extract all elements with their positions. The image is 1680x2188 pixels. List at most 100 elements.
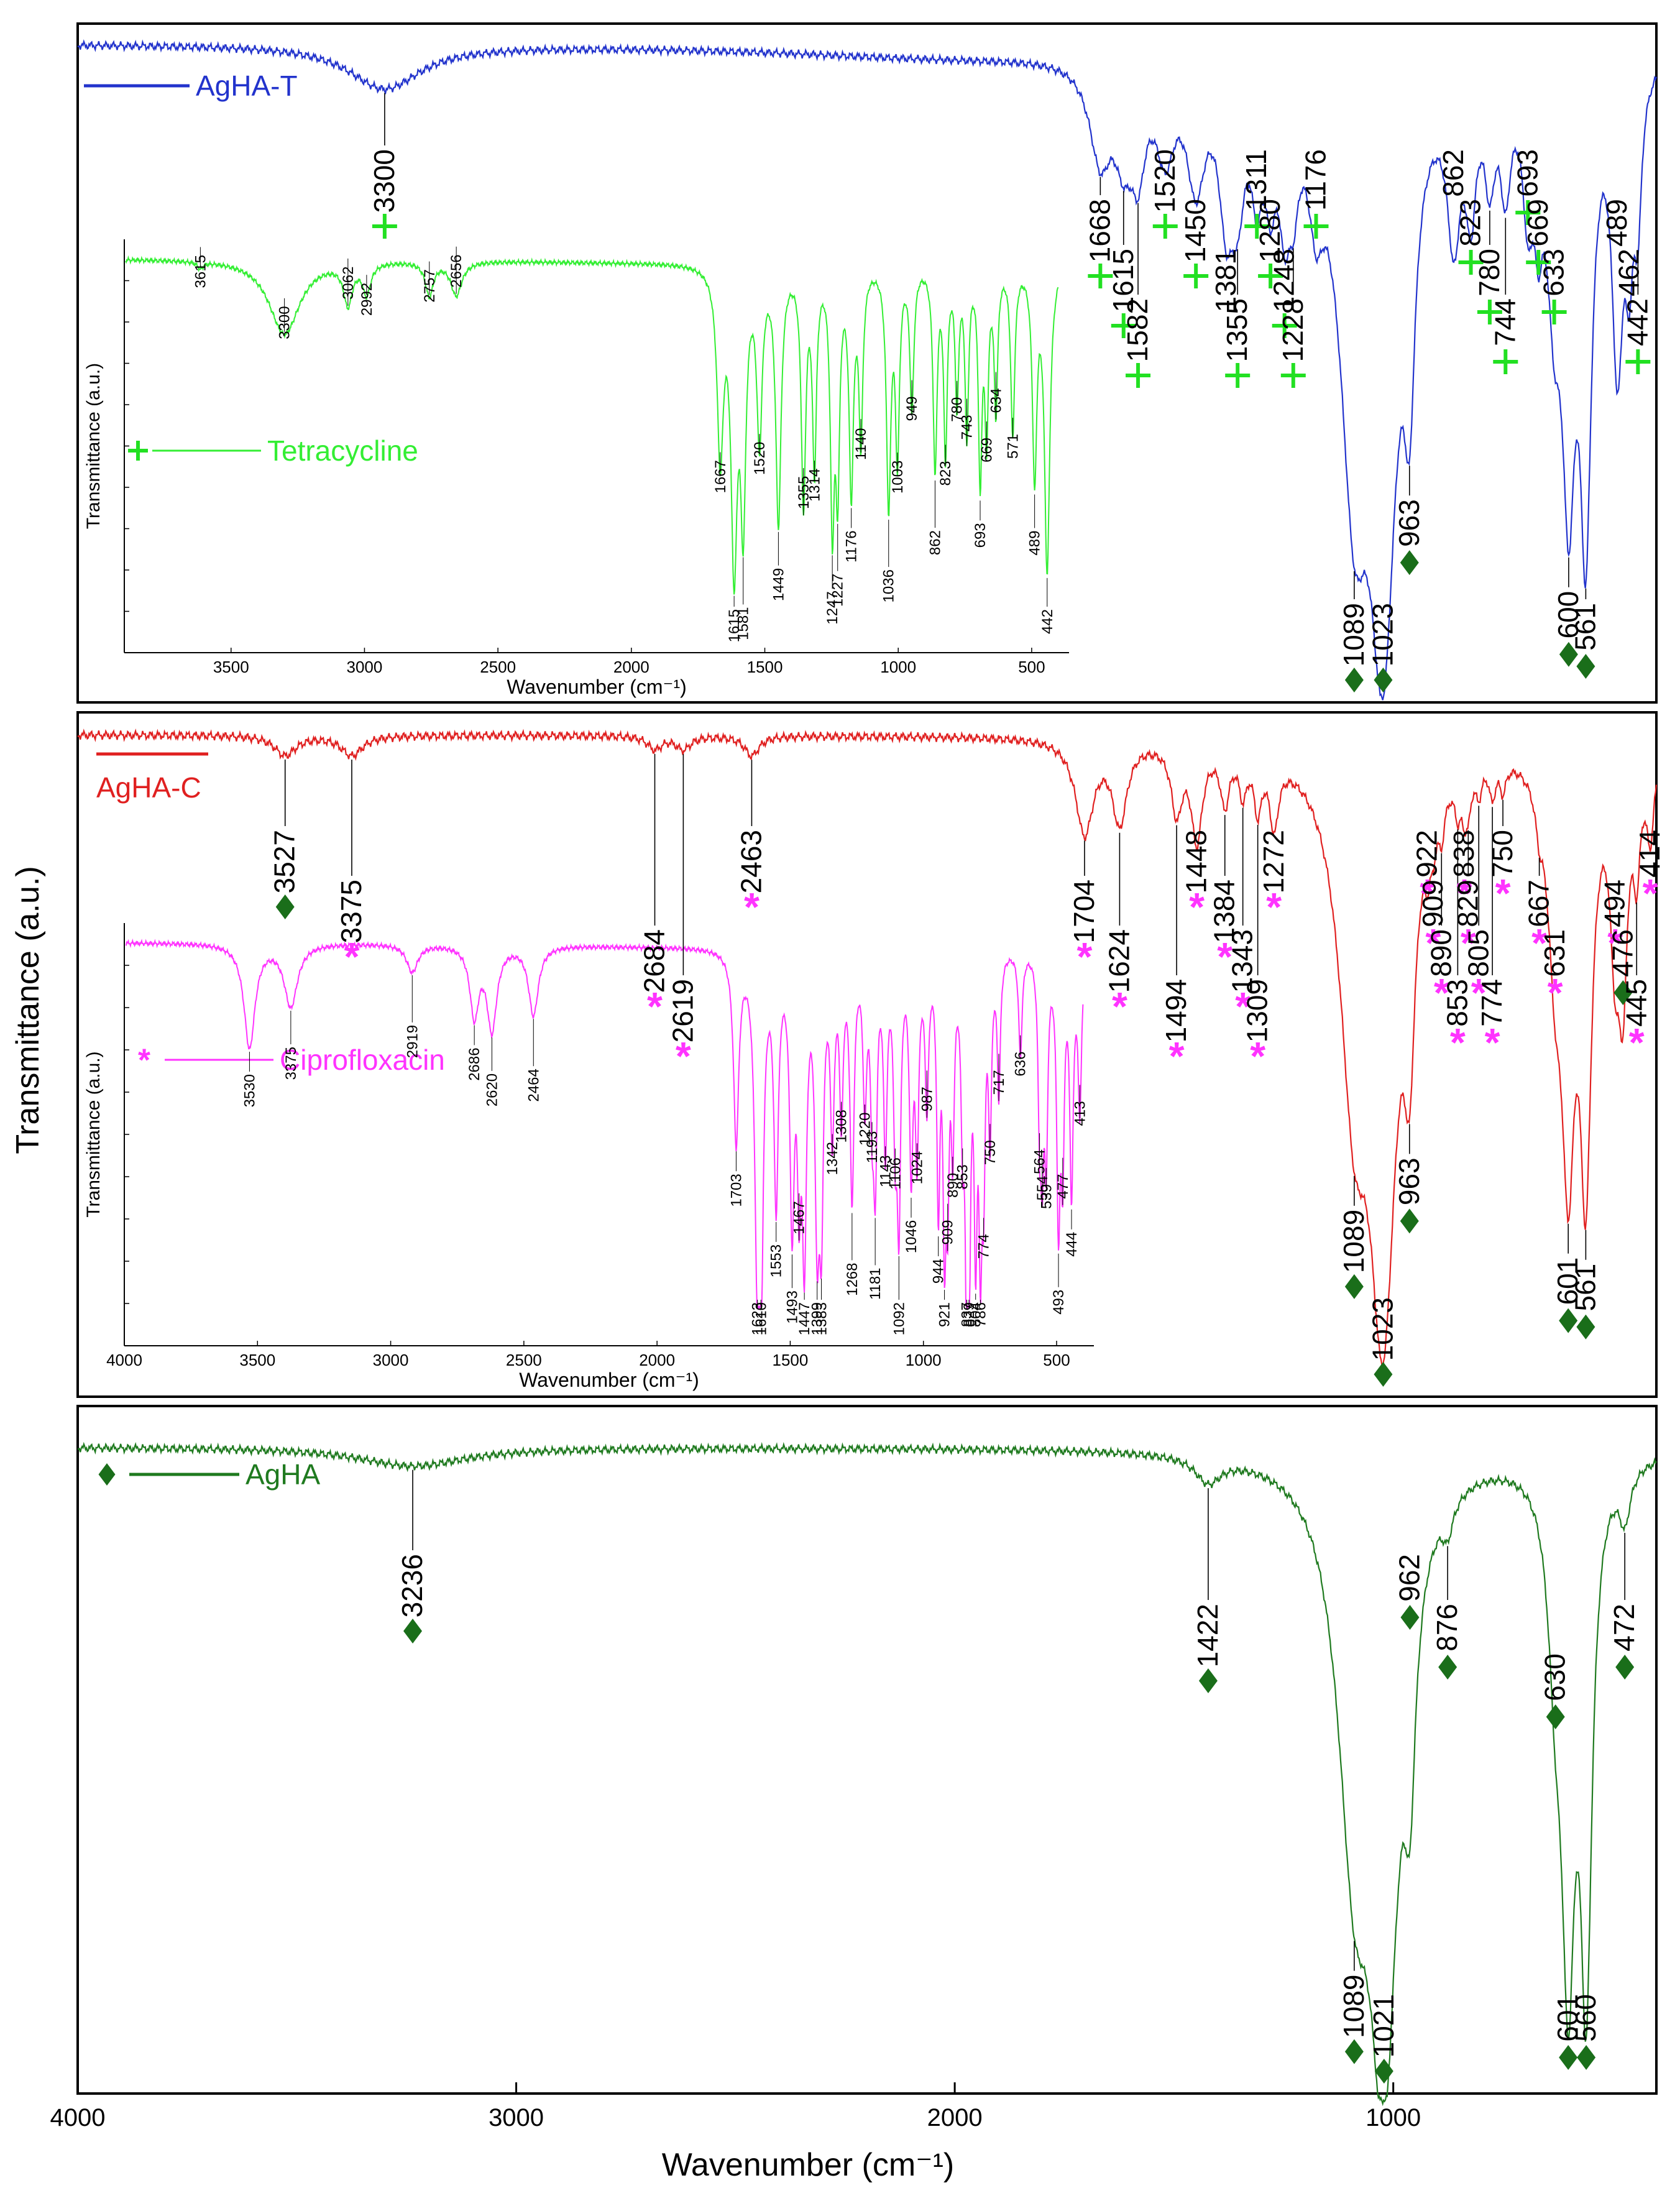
peak-marker-agha-c-476	[1613, 980, 1633, 1005]
inset-peak-label-0-571: 571	[1004, 434, 1021, 459]
peak-label-agha-1021: 1021	[1367, 1994, 1400, 2057]
peak-label-agha-560: 560	[1569, 1994, 1602, 2042]
inset-peak-label-1-3375: 3375	[283, 1047, 300, 1080]
inset-peak-label-0-3300: 3300	[277, 306, 293, 339]
peak-marker-agha-c-805: *	[1471, 970, 1487, 1015]
peak-label-agha-c-631: 631	[1538, 929, 1571, 977]
x-tick-label-1000: 1000	[1366, 2104, 1421, 2131]
peak-label-agha-t-633: 633	[1538, 249, 1570, 296]
inset-peak-label-1-1342: 1342	[824, 1142, 841, 1175]
inset-peak-label-0-3615: 3615	[192, 255, 209, 288]
inset-peak-label-1-786: 786	[972, 1302, 989, 1327]
peak-label-agha-t-1355: 1355	[1221, 298, 1253, 362]
peak-label-agha-c-561: 561	[1569, 1264, 1601, 1312]
peak-label-agha-t-1228: 1228	[1277, 298, 1309, 362]
inset-peak-label-0-3062: 3062	[340, 267, 357, 300]
peak-label-agha-t-3300: 3300	[368, 149, 400, 213]
peak-marker-agha-c-853: *	[1450, 1020, 1466, 1065]
peak-marker-agha-c-909: *	[1425, 921, 1441, 965]
inset-peak-label-0-1140: 1140	[853, 428, 870, 461]
spectrum-agha-c	[77, 729, 1658, 1368]
peak-label-agha-c-601: 601	[1551, 1257, 1584, 1305]
peak-marker-agha-t-561	[1576, 654, 1595, 679]
inset-peak-label-1-987: 987	[919, 1087, 935, 1111]
peak-label-agha-t-1582: 1582	[1121, 298, 1154, 362]
peak-label-agha-c-774: 774	[1476, 979, 1508, 1027]
peak-marker-agha-630	[1546, 1704, 1565, 1729]
legend-label-2: AgHA	[246, 1458, 320, 1491]
inset-peak-label-1-636: 636	[1012, 1052, 1029, 1077]
peak-label-agha-t-1381: 1381	[1210, 249, 1242, 312]
figure-x-axis-label: Wavenumber (cm⁻¹)	[662, 2147, 954, 2183]
inset-y-label-1: Transmittance (a.u.)	[83, 1051, 104, 1217]
inset-peak-label-1-1553: 1553	[768, 1244, 785, 1277]
peak-label-agha-t-1089: 1089	[1338, 603, 1370, 666]
inset-peak-label-1-444: 444	[1063, 1232, 1080, 1257]
peak-marker-agha-1089	[1344, 2039, 1364, 2064]
peak-label-agha-t-1280: 1280	[1254, 199, 1286, 262]
peak-label-agha-t-1450: 1450	[1179, 199, 1211, 262]
inset-xtick-label-0-3000: 3000	[347, 658, 383, 676]
peak-label-agha-3236: 3236	[396, 1554, 428, 1617]
peak-label-agha-472: 472	[1608, 1604, 1640, 1652]
inset-peak-label-1-717: 717	[991, 1070, 1008, 1095]
peak-label-agha-c-1624: 1624	[1103, 929, 1135, 993]
inset-xtick-label-0-2000: 2000	[613, 658, 650, 676]
peak-marker-agha-t-1582	[1126, 363, 1151, 388]
inset-legend-marker-0	[128, 441, 148, 461]
peak-label-agha-c-476: 476	[1606, 929, 1638, 977]
peak-label-agha-t-1520: 1520	[1149, 149, 1181, 213]
peak-marker-agha-t-1520	[1152, 214, 1178, 239]
peak-marker-agha-c-2463: *	[744, 885, 760, 929]
peak-marker-agha-c-922: *	[1420, 871, 1435, 916]
inset-y-label-0: Transmittance (a.u.)	[83, 363, 104, 529]
peak-label-agha-t-1311: 1311	[1240, 149, 1272, 211]
inset-peak-label-1-909: 909	[940, 1220, 957, 1245]
peak-marker-agha-c-1309: *	[1250, 1034, 1265, 1078]
inset-peak-label-1-1703: 1703	[728, 1174, 745, 1207]
inset-peak-label-1-1493: 1493	[784, 1290, 801, 1323]
inset-xtick-label-0-2500: 2500	[480, 658, 516, 676]
peak-label-agha-c-445: 445	[1620, 979, 1652, 1027]
peak-label-agha-c-414: 414	[1633, 830, 1666, 878]
inset-ciprofloxacin: 4000 3500 3000 2500 2000 1500 1000 500 Wavenumbe…	[83, 923, 1094, 1391]
peak-marker-agha-c-494: *	[1607, 921, 1623, 965]
inset-peak-label-1-1193: 1193	[864, 1131, 881, 1164]
peak-marker-agha-c-1089	[1344, 1274, 1364, 1299]
inset-peak-label-0-1176: 1176	[843, 530, 860, 563]
peak-marker-agha-c-3375: *	[344, 934, 360, 979]
inset-peak-label-0-1581: 1581	[735, 607, 752, 640]
inset-peak-label-1-1623: 1623	[750, 1302, 766, 1335]
peak-marker-agha-c-829: *	[1461, 921, 1476, 965]
inset-peak-label-1-564: 564	[1032, 1149, 1049, 1174]
inset-peak-label-1-2464: 2464	[525, 1069, 542, 1101]
peak-marker-agha-c-2684: *	[647, 984, 663, 1029]
inset-peak-label-1-1181: 1181	[867, 1267, 884, 1300]
inset-peak-label-1-944: 944	[930, 1259, 947, 1284]
peak-marker-agha-t-963	[1400, 550, 1419, 576]
peak-marker-agha-c-3527	[275, 894, 295, 919]
inset-peak-label-1-837: 837	[959, 1302, 976, 1327]
peak-marker-agha-c-1624: *	[1112, 984, 1127, 1029]
peak-label-agha-c-3375: 3375	[335, 880, 367, 943]
peak-label-agha-c-1309: 1309	[1241, 979, 1274, 1042]
inset-peak-label-0-634: 634	[988, 388, 1004, 413]
peak-label-agha-962: 962	[1393, 1554, 1425, 1602]
inset-peak-label-1-1046: 1046	[903, 1220, 920, 1253]
x-tick-label-4000: 4000	[50, 2104, 106, 2131]
inset-peak-label-1-554: 554	[1034, 1175, 1051, 1200]
inset-peak-label-0-2992: 2992	[359, 283, 375, 316]
peak-marker-agha-1021	[1374, 2059, 1393, 2084]
panel-frame-0	[76, 22, 1658, 704]
peak-label-agha-c-1704: 1704	[1068, 880, 1100, 943]
peak-label-agha-c-2684: 2684	[638, 929, 671, 993]
legend-label-1: AgHA-C	[96, 771, 201, 804]
legend-label-0: AgHA-T	[196, 70, 298, 102]
inset-peak-label-1-2919: 2919	[404, 1025, 421, 1058]
peak-label-agha-c-838: 838	[1448, 830, 1480, 878]
peak-marker-agha-c-667: *	[1531, 921, 1547, 965]
peak-marker-agha-t-1176	[1303, 214, 1329, 239]
inset-peak-label-0-1003: 1003	[889, 461, 906, 494]
inset-peak-label-1-804: 804	[968, 1302, 985, 1327]
inset-tetracycline: 3500 3000 2500 2000 1500 1000 500 Wavenumber (c…	[83, 239, 1069, 698]
